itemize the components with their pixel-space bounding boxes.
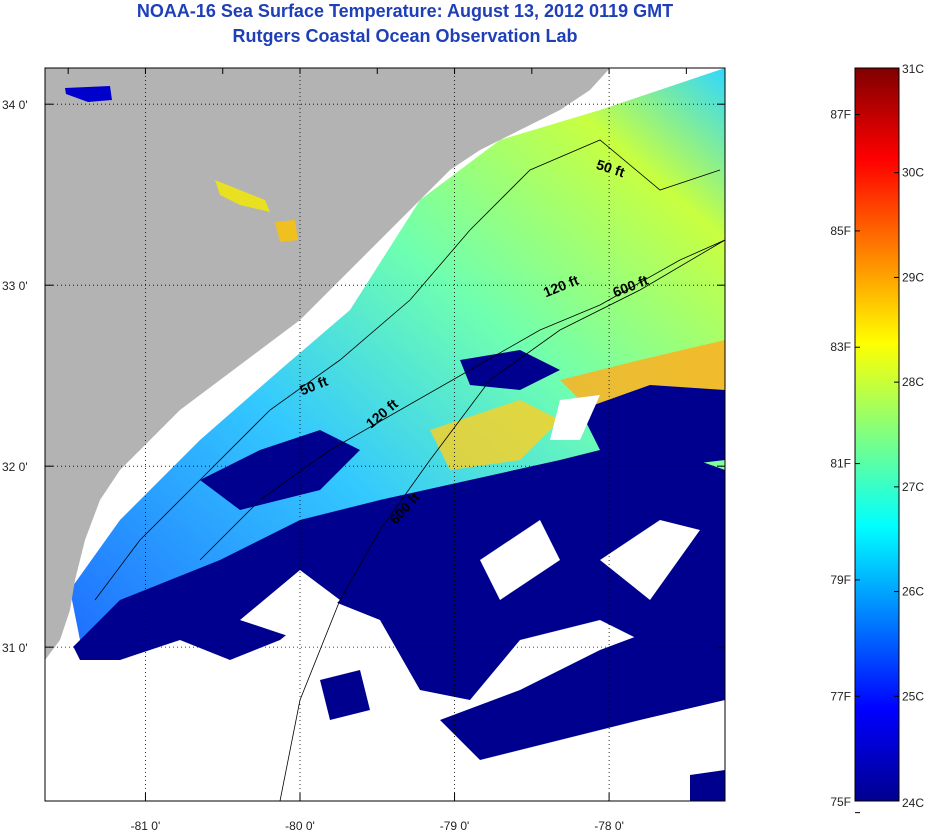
lon-tick-label: -80 0' (285, 819, 315, 832)
colorbar-ticks: 31C 30C 29C 28C 27C 26C 25C 24C 87F 85F 83F 81F 79F 7… (830, 62, 924, 814)
cloud-mask (200, 430, 360, 510)
isobath-50ft (94, 139, 721, 601)
map-subtitle: Rutgers Coastal Ocean Observation Lab (232, 26, 578, 46)
lat-tick-label: 34 0' (2, 98, 28, 112)
cloud-mask (690, 770, 725, 801)
lon-tick-label: -81 0' (131, 819, 161, 832)
fahrenheit-tick-label: 77F (830, 689, 851, 703)
celsius-tick-label: 26C (902, 585, 924, 599)
nodata-gap (480, 520, 560, 600)
fahrenheit-tick-label: 79F (830, 573, 851, 587)
celsius-tick-label: 28C (902, 375, 924, 389)
map-image (45, 68, 725, 801)
fahrenheit-tick-label: 85F (830, 224, 851, 238)
cloud-mask (580, 385, 725, 470)
cloud-mask (460, 350, 560, 390)
celsius-tick-label: 29C (902, 270, 924, 284)
colorbar-scale (854, 67, 900, 802)
map-frame (44, 67, 726, 802)
nodata-gap (600, 520, 700, 600)
map-title: NOAA-16 Sea Surface Temperature: August … (136, 1, 674, 21)
graticule (45, 68, 725, 801)
nodata-gap (240, 570, 340, 640)
celsius-tick-label: 24C (902, 796, 924, 810)
fahrenheit-tick-label: 75F (830, 795, 851, 809)
isobath-600ft (279, 239, 725, 801)
celsius-tick-label: 31C (902, 62, 924, 76)
celsius-tick-label: 27C (902, 480, 924, 494)
fahrenheit-tick-label: 81F (830, 457, 851, 471)
cloud-mask (440, 620, 725, 760)
lat-tick-label: 31 0' (2, 641, 28, 655)
land (45, 68, 610, 660)
fahrenheit-tick-label: 87F (830, 108, 851, 122)
celsius-tick-label: 30C (902, 166, 924, 180)
nodata-land (45, 640, 80, 801)
lat-tick-label: 33 0' (2, 279, 28, 293)
cloud-mask (320, 670, 370, 720)
celsius-tick-label: 25C (902, 689, 924, 703)
isobath-120ft (199, 239, 725, 561)
inland-lake (65, 86, 112, 102)
lon-tick-label: -79 0' (440, 819, 470, 832)
isobaths (94, 139, 725, 801)
cloud-mask (60, 440, 725, 700)
fahrenheit-tick-label: 83F (830, 340, 851, 354)
lon-tick-label: -78 0' (594, 819, 624, 832)
nodata-gap (550, 395, 600, 440)
inland-lake (215, 180, 270, 212)
inland-lake (275, 220, 298, 242)
lat-tick-label: 32 0' (2, 460, 28, 474)
warm-patch (430, 400, 560, 470)
axis-ticks: -81 0' -80 0' -79 0' -78 0' 34 0' 33 0' 32 0' 3… (2, 68, 725, 832)
